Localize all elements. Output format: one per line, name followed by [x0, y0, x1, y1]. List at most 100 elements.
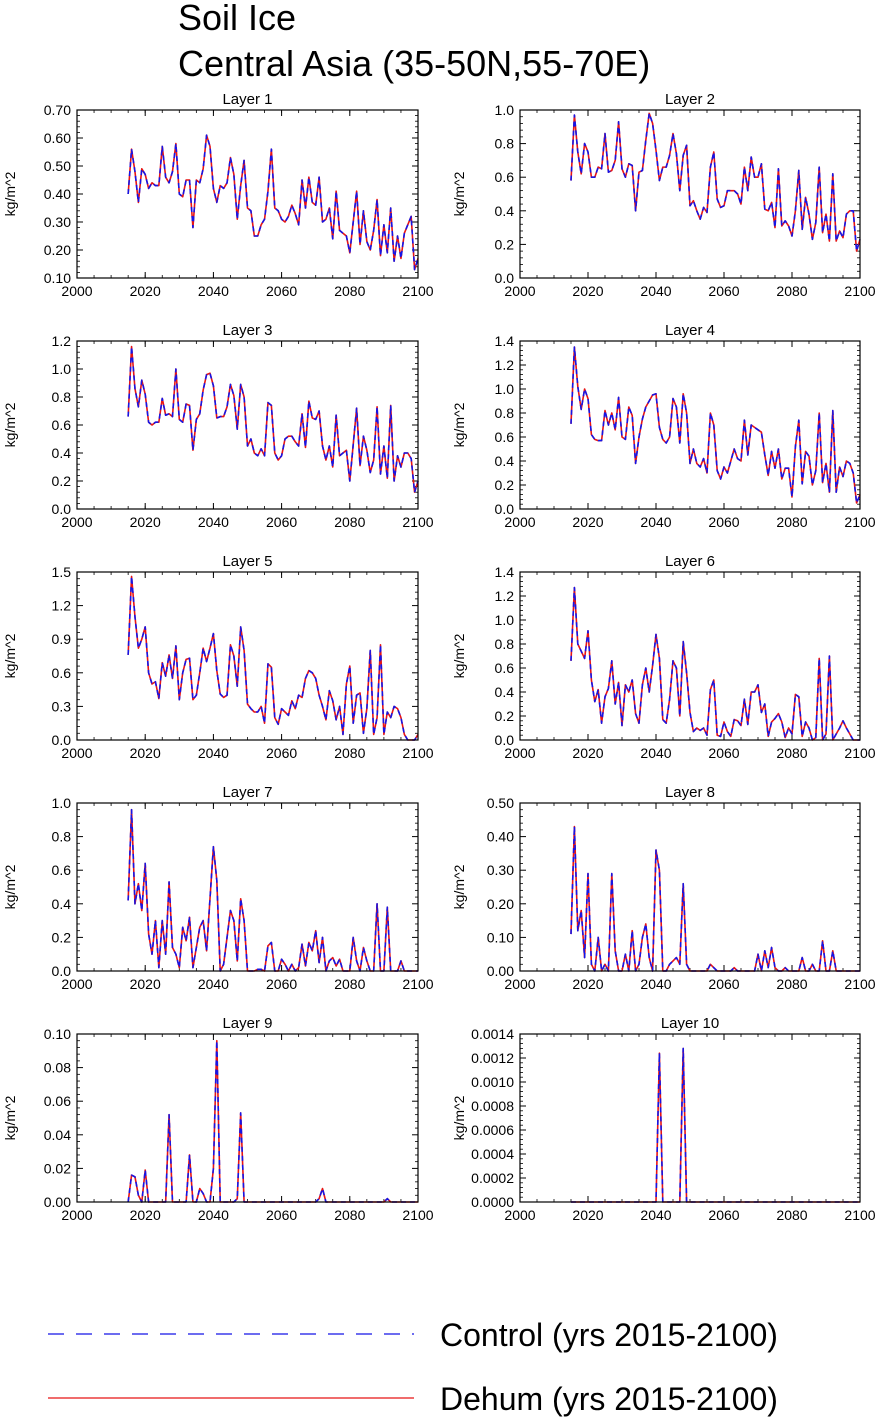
y-tick-label: 1.0: [495, 612, 515, 628]
x-tick-label: 2080: [334, 745, 365, 761]
panel-title: Layer 7: [222, 784, 272, 801]
y-tick-label: 0.00: [487, 963, 514, 979]
y-tick-label: 0.30: [487, 862, 514, 878]
y-tick-label: 0.8: [495, 136, 515, 152]
y-tick-label: 0.4: [495, 684, 515, 700]
y-tick-label: 0.6: [52, 665, 72, 681]
x-tick-label: 2080: [334, 1207, 365, 1223]
y-tick-label: 0.6: [495, 169, 515, 185]
y-tick-label: 0.0012: [471, 1050, 514, 1066]
x-tick-label: 2000: [504, 283, 535, 299]
y-tick-label: 0.0: [495, 732, 515, 748]
figure-title-line1: Soil Ice: [178, 0, 296, 38]
x-tick-label: 2080: [776, 514, 807, 530]
panel-title: Layer 3: [222, 322, 272, 339]
x-tick-label: 2020: [572, 976, 603, 992]
y-tick-label: 1.0: [52, 361, 72, 377]
y-tick-label: 0.2: [52, 473, 72, 489]
x-tick-label: 2000: [504, 1207, 535, 1223]
y-tick-label: 0.0004: [471, 1146, 514, 1162]
y-tick-label: 0.8: [52, 389, 72, 405]
x-tick-label: 2060: [708, 976, 739, 992]
y-tick-label: 0.2: [52, 929, 72, 945]
y-axis-label: kg/m^2: [2, 171, 18, 216]
y-tick-label: 0.10: [44, 270, 71, 286]
y-axis-label: kg/m^2: [451, 864, 467, 909]
x-tick-label: 2080: [776, 1207, 807, 1223]
x-tick-label: 2000: [61, 1207, 92, 1223]
y-tick-label: 0.20: [487, 896, 514, 912]
y-axis-label: kg/m^2: [451, 402, 467, 447]
y-tick-label: 0.0002: [471, 1170, 514, 1186]
x-tick-label: 2080: [776, 283, 807, 299]
x-tick-label: 2040: [640, 514, 671, 530]
x-tick-label: 2100: [844, 976, 875, 992]
x-tick-label: 2040: [640, 745, 671, 761]
y-tick-label: 0.70: [44, 102, 71, 118]
series-control-line: [127, 1039, 418, 1203]
panel-title: Layer 1: [222, 91, 272, 108]
y-tick-label: 0.50: [487, 795, 514, 811]
figure-title-line2: Central Asia (35-50N,55-70E): [178, 43, 650, 84]
x-tick-label: 2040: [640, 976, 671, 992]
x-tick-label: 2040: [198, 1207, 229, 1223]
y-tick-label: 0.30: [44, 214, 71, 230]
y-axis-label: kg/m^2: [2, 402, 18, 447]
y-tick-label: 1.2: [495, 588, 515, 604]
series-dehum-line: [570, 825, 860, 972]
plot-frame: [76, 571, 419, 741]
y-tick-label: 0.4: [52, 896, 72, 912]
series-control-line: [127, 575, 419, 741]
series-dehum-line: [127, 134, 419, 271]
x-tick-label: 2100: [844, 514, 875, 530]
panel-layer-10: Layer 10 kg/m^2 2000 2020 2040 2060 2080 2100 0.…: [451, 1015, 876, 1223]
panel-title: Layer 8: [665, 784, 715, 801]
x-tick-label: 2020: [130, 745, 161, 761]
legend: Control (yrs 2015-2100) Dehum (yrs 2015-…: [48, 1317, 778, 1417]
series-dehum-line: [127, 808, 418, 972]
x-tick-label: 2080: [334, 283, 365, 299]
y-tick-label: 0.4: [495, 203, 515, 219]
plot-frame: [519, 1033, 861, 1203]
series-control-line: [570, 586, 860, 741]
y-tick-label: 0.2: [495, 477, 515, 493]
x-tick-label: 2100: [402, 1207, 433, 1223]
x-tick-label: 2000: [61, 514, 92, 530]
plot-frame: [519, 571, 861, 741]
y-tick-label: 0.4: [495, 453, 515, 469]
y-tick-label: 0.0: [495, 501, 515, 517]
panel-title: Layer 9: [222, 1015, 272, 1032]
x-tick-label: 2080: [334, 976, 365, 992]
plot-frame: [76, 1033, 419, 1203]
y-tick-label: 0.8: [495, 405, 515, 421]
y-tick-label: 1.2: [52, 333, 72, 349]
plot-frame: [519, 109, 861, 279]
x-tick-label: 2060: [266, 1207, 297, 1223]
x-tick-label: 2040: [198, 283, 229, 299]
y-tick-label: 0.0014: [471, 1026, 514, 1042]
y-tick-label: 0.2: [495, 708, 515, 724]
panel-layer-9: Layer 9 kg/m^2 2000 2020 2040 2060 2080 2100 0.0…: [2, 1015, 434, 1223]
plot-frame: [76, 802, 419, 972]
series-control-line: [127, 345, 419, 494]
x-tick-label: 2000: [61, 283, 92, 299]
y-tick-label: 0.6: [495, 429, 515, 445]
plot-frame: [519, 802, 861, 972]
x-tick-label: 2020: [130, 514, 161, 530]
x-tick-label: 2060: [266, 976, 297, 992]
y-tick-label: 0.40: [487, 829, 514, 845]
x-tick-label: 2040: [198, 514, 229, 530]
x-tick-label: 2000: [504, 745, 535, 761]
x-tick-label: 2020: [130, 1207, 161, 1223]
y-axis-label: kg/m^2: [451, 171, 467, 216]
y-tick-label: 0.6: [495, 660, 515, 676]
y-tick-label: 0.40: [44, 186, 71, 202]
y-tick-label: 0.50: [44, 158, 71, 174]
y-tick-label: 0.8: [52, 829, 72, 845]
x-tick-label: 2020: [572, 1207, 603, 1223]
y-tick-label: 0.04: [44, 1127, 71, 1143]
panel-layer-7: Layer 7 kg/m^2 2000 2020 2040 2060 2080 2100 0.0…: [2, 784, 434, 992]
series-dehum-line: [127, 575, 419, 741]
x-tick-label: 2100: [402, 283, 433, 299]
y-tick-label: 0.10: [44, 1026, 71, 1042]
